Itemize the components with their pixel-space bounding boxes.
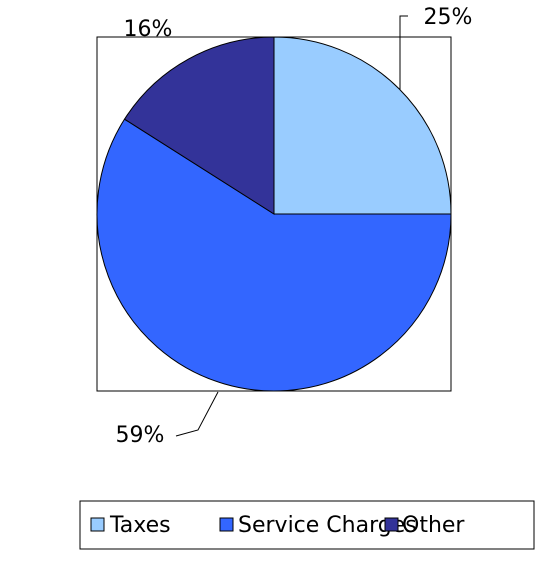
data-label: 25% (424, 5, 473, 30)
leader-line (175, 391, 219, 437)
pie-slice (273, 36, 452, 215)
legend-label: Other (402, 513, 465, 538)
legend-swatch (90, 517, 105, 532)
data-label: 16% (124, 17, 173, 42)
pie-slice (123, 36, 275, 215)
pie (96, 36, 452, 392)
legend-swatch (219, 517, 234, 532)
pie-slice (96, 118, 452, 392)
legend-label: Taxes (109, 513, 171, 538)
data-label: 59% (116, 423, 165, 448)
legend (79, 500, 535, 550)
legend-swatch (384, 517, 399, 532)
leader-line (399, 15, 408, 90)
